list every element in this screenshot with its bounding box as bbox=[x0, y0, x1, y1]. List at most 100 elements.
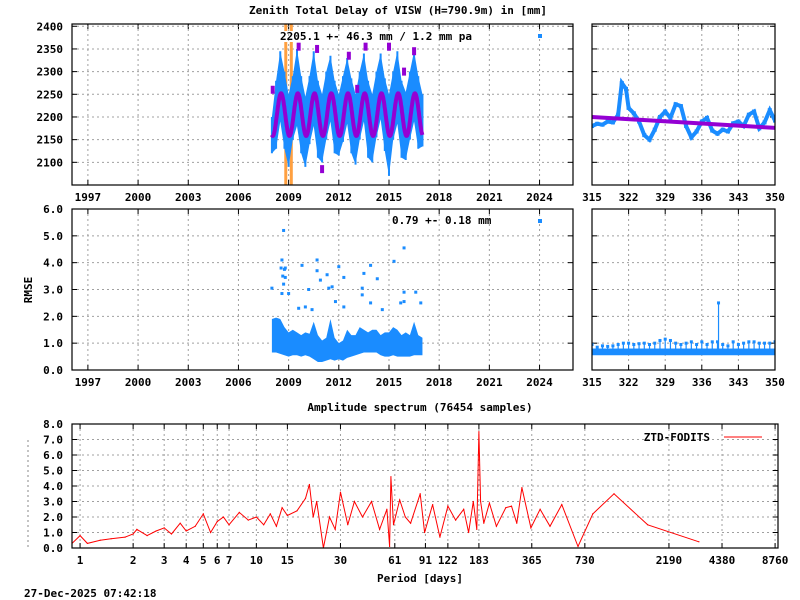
spectrum-point bbox=[275, 525, 278, 527]
plot-frame bbox=[71, 208, 574, 371]
rmse-outlier-point bbox=[318, 278, 322, 282]
plot-area bbox=[72, 431, 700, 548]
x-tick-label: 2021 bbox=[476, 376, 503, 389]
x-tick-label: 350 bbox=[765, 191, 785, 204]
rmse-outlier-point bbox=[360, 286, 364, 290]
spectrum-point bbox=[389, 545, 391, 548]
timestamp: 27-Dec-2025 07:42:18 bbox=[24, 587, 156, 600]
spectrum-point bbox=[296, 510, 298, 512]
x-tick-label: 2190 bbox=[656, 554, 683, 567]
spectrum-point bbox=[304, 497, 307, 499]
model-point bbox=[386, 42, 391, 51]
rmse-zoom-point bbox=[742, 341, 746, 345]
rmse-zoom-point bbox=[621, 341, 625, 345]
spectrum-point bbox=[410, 522, 412, 524]
rmse-zoom-point bbox=[705, 343, 709, 347]
spectrum-point bbox=[247, 519, 249, 521]
spectrum-point bbox=[577, 545, 579, 548]
ztd-zoom-point bbox=[762, 120, 767, 125]
rmse-zoom-band bbox=[592, 348, 775, 356]
spectrum-point bbox=[468, 531, 470, 534]
plot-area bbox=[592, 77, 775, 143]
spectrum-point bbox=[86, 542, 88, 544]
spectrum-point bbox=[308, 483, 311, 486]
rmse-outlier-point bbox=[327, 286, 331, 290]
x-tick-label: 329 bbox=[655, 376, 675, 389]
y-tick-label: 6.0 bbox=[43, 449, 63, 462]
spectrum-point bbox=[255, 516, 257, 518]
panel-1: 315 322 329 336 343 350 bbox=[582, 23, 785, 204]
spectrum-point bbox=[516, 522, 518, 524]
rmse-zoom-point bbox=[736, 343, 740, 347]
y-tick-label: 4.0 bbox=[43, 480, 63, 493]
spectrum-point bbox=[179, 522, 181, 524]
spectrum-point bbox=[286, 514, 288, 517]
spectrum-point bbox=[510, 505, 513, 507]
rmse-zoom-point bbox=[710, 340, 714, 344]
x-tick-label: 343 bbox=[728, 376, 748, 389]
rmse-outlier-point bbox=[337, 265, 341, 269]
ztd-model-line bbox=[270, 91, 425, 138]
model-point bbox=[355, 84, 360, 93]
y-tick-label: 2250 bbox=[37, 88, 64, 101]
ztd-zoom-point bbox=[619, 80, 624, 85]
ztd-zoom-point bbox=[616, 112, 621, 117]
rmse-zoom-point bbox=[757, 341, 761, 345]
rmse-zoom-point bbox=[658, 338, 662, 342]
spectrum-point bbox=[339, 491, 342, 493]
spectrum-point bbox=[439, 536, 441, 538]
rmse-data-band bbox=[271, 317, 423, 362]
ztd-zoom-point bbox=[684, 124, 689, 129]
rmse-zoom-point bbox=[689, 340, 693, 344]
y-tick-label: 5.0 bbox=[43, 465, 63, 478]
spectrum-point bbox=[404, 516, 406, 518]
spectrum-point bbox=[202, 513, 204, 515]
rmse-outlier-point bbox=[369, 301, 373, 305]
model-point bbox=[363, 42, 368, 51]
rmse-zoom-point bbox=[632, 343, 636, 347]
spectrum-point bbox=[361, 516, 364, 518]
legend-marker bbox=[538, 219, 542, 223]
spectrum-point bbox=[269, 513, 271, 515]
y-tick-label: 2.0 bbox=[43, 310, 63, 323]
spectrum-point bbox=[495, 525, 498, 527]
spectrum-point bbox=[170, 533, 173, 535]
rmse-zoom-point bbox=[747, 340, 751, 344]
ztd-zoom-point bbox=[731, 121, 736, 126]
ztd-zoom-point bbox=[631, 111, 636, 116]
x-tick-label: 2021 bbox=[476, 191, 503, 204]
x-tick-label: 315 bbox=[582, 191, 602, 204]
x-tick-label: 2012 bbox=[326, 191, 353, 204]
rmse-outlier-point bbox=[287, 292, 291, 296]
x-tick-label: 336 bbox=[692, 191, 712, 204]
spectrum-point bbox=[592, 513, 594, 515]
x-tick-label: 1 bbox=[77, 554, 84, 567]
model-point bbox=[412, 47, 417, 56]
x-tick-label: 10 bbox=[250, 554, 263, 567]
spectrum-title: Amplitude spectrum (76454 samples) bbox=[307, 401, 532, 414]
spectrum-point bbox=[79, 535, 81, 537]
y-tick-label: 2200 bbox=[37, 111, 64, 124]
y-tick-label: 1.0 bbox=[43, 527, 63, 540]
spectrum-point bbox=[110, 538, 112, 540]
spectrum-point bbox=[455, 519, 457, 521]
spectrum-point bbox=[238, 511, 240, 513]
spectrum-point bbox=[476, 528, 478, 531]
x-tick-label: 4380 bbox=[709, 554, 736, 567]
x-tick-label: 2003 bbox=[175, 191, 202, 204]
rmse-zoom-point bbox=[768, 341, 772, 345]
rmse-zoom-point bbox=[695, 343, 699, 347]
x-tick-label: 329 bbox=[655, 191, 675, 204]
rmse-zoom-point bbox=[717, 301, 721, 305]
x-tick-label: 1997 bbox=[75, 376, 102, 389]
spectrum-point bbox=[209, 531, 212, 534]
rmse-outlier-point bbox=[402, 246, 406, 250]
rmse-outlier-point bbox=[333, 300, 337, 304]
rmse-outlier-point bbox=[310, 308, 314, 312]
spectrum-point bbox=[479, 500, 482, 503]
rmse-outlier-point bbox=[362, 271, 366, 275]
panel-4: 1 2 3 4 5 6 7 10 15 30 61 91 122 183 365 730 2190 4380 876… bbox=[43, 418, 788, 567]
ztd-zoom-point bbox=[657, 114, 662, 119]
y-tick-label: 7.0 bbox=[43, 434, 63, 447]
rmse-zoom-point bbox=[726, 344, 730, 348]
